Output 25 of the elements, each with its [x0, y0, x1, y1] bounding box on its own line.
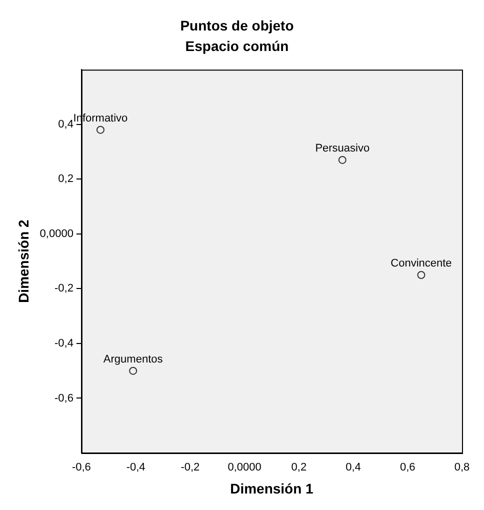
- x-tick-label: -0,4: [126, 462, 146, 474]
- point: [129, 366, 138, 375]
- y-tick-label: 0,4: [58, 118, 74, 130]
- x-axis-title: Dimensión 1: [230, 480, 314, 496]
- x-tick-label: 0,2: [291, 462, 307, 474]
- y-tick-label: -0,4: [54, 337, 74, 350]
- y-tick-label: 0,2: [58, 173, 74, 186]
- x-tick-label: 0,4: [346, 462, 361, 474]
- x-tick-label: -0,2: [180, 462, 200, 474]
- annotation: Convincente: [390, 258, 452, 270]
- point: [96, 126, 104, 134]
- x-tick-label: 0,8: [454, 462, 470, 474]
- y-tick-label: -0,6: [54, 392, 74, 404]
- x-tick-label: -0,6: [72, 462, 91, 474]
- annotation: Argumentos: [103, 353, 164, 366]
- x-tick-label: 0,6: [400, 462, 416, 474]
- annotation: Persuasivo: [315, 142, 370, 155]
- y-tick-label: -0,2: [54, 282, 74, 295]
- point: [338, 156, 346, 164]
- y-tick-label: 0,0000: [40, 228, 74, 240]
- chart-subtitle: Espacio común: [185, 38, 289, 54]
- chart-title: Puntos de objeto: [180, 17, 294, 34]
- point: [417, 270, 426, 279]
- x-tick-label: 0,0000: [228, 462, 262, 474]
- y-axis-title: Dimensión 2: [15, 219, 32, 303]
